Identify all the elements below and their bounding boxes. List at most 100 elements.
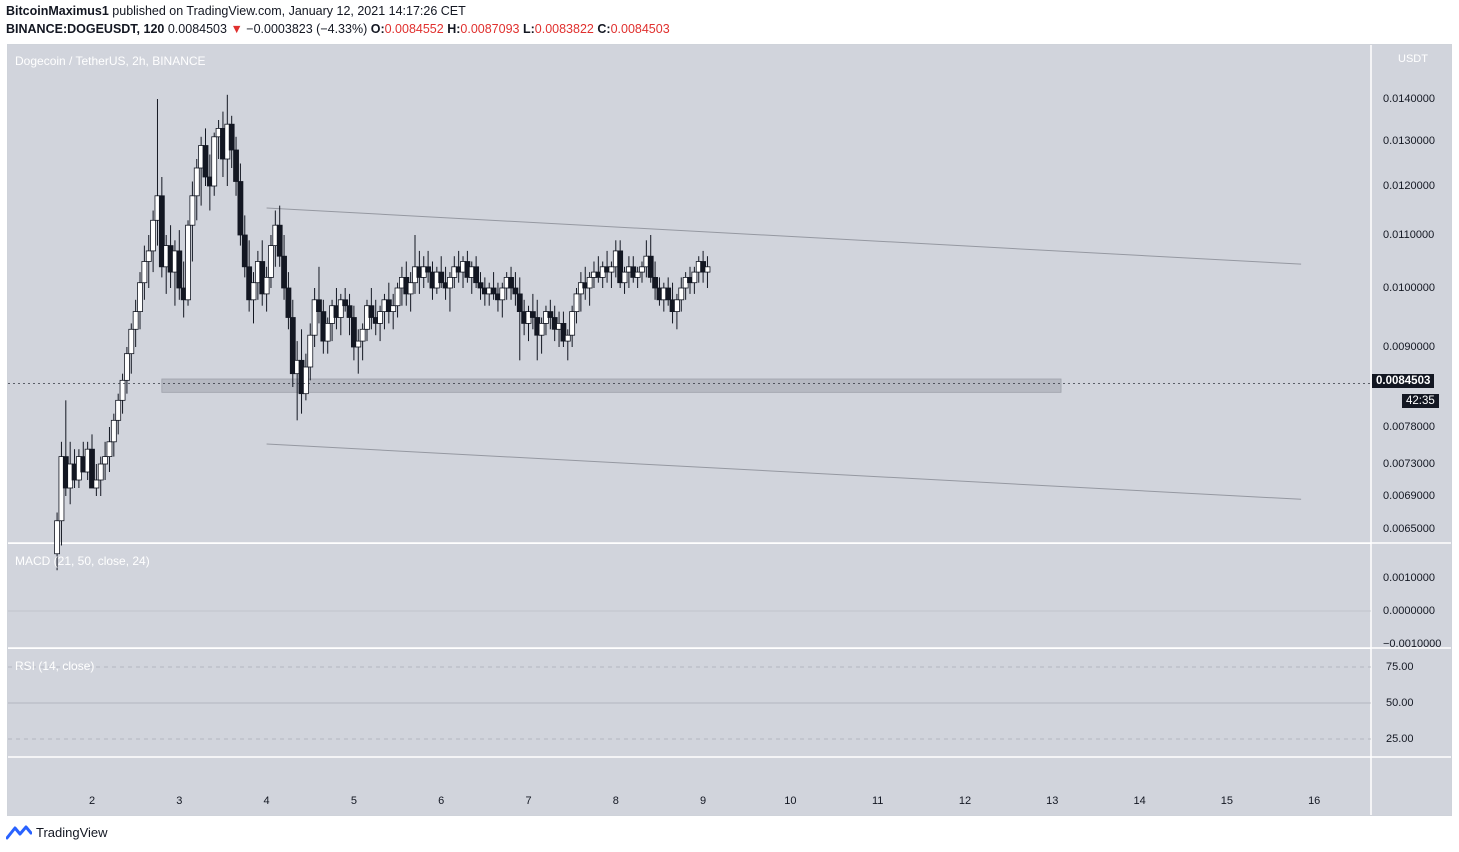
candle-body xyxy=(547,311,554,318)
time-tick-label: 13 xyxy=(1046,795,1058,807)
candle-body xyxy=(586,276,593,289)
candle-body xyxy=(652,276,658,289)
price-tick-label: 0.0078000 xyxy=(1383,421,1435,433)
countdown-tag: 42:35 xyxy=(1402,394,1439,408)
candle-body xyxy=(97,463,104,481)
price-tick-label: 0.0073000 xyxy=(1383,458,1435,470)
candle-body xyxy=(58,456,65,522)
candle-body xyxy=(647,255,654,278)
price-tick-label: 0.0065000 xyxy=(1383,523,1435,535)
price-tick-label: 0.0069000 xyxy=(1383,490,1435,502)
chart-container[interactable]: 0.0140000 0.0130000 0.0120000 0.0110000 0.01… xyxy=(7,44,1452,816)
candle-body xyxy=(128,328,135,355)
candle-body xyxy=(289,317,296,375)
candle-body xyxy=(346,305,353,318)
candle-body xyxy=(285,287,292,318)
time-tick-label: 8 xyxy=(613,795,619,807)
candle-body xyxy=(512,287,519,295)
axis-unit: USDT xyxy=(1398,53,1428,65)
open-label: O: xyxy=(370,22,385,36)
candle-body xyxy=(137,282,143,312)
candle-body xyxy=(516,293,523,312)
close-value: 0.0084503 xyxy=(610,22,670,36)
rsi-tick-label: 50.00 xyxy=(1386,697,1414,709)
candle-body xyxy=(368,305,375,318)
candle-body xyxy=(145,250,152,262)
macd-tick-label: 0.0010000 xyxy=(1383,572,1435,584)
main-pane-bg xyxy=(8,45,1371,543)
candle-body xyxy=(634,271,641,278)
candle-body xyxy=(150,219,157,252)
candle-body xyxy=(106,441,113,457)
candle-body xyxy=(115,399,122,421)
candle-body xyxy=(573,293,580,312)
time-tick-label: 2 xyxy=(89,795,95,807)
candle-body xyxy=(377,311,383,324)
tradingview-footer[interactable]: TradingView xyxy=(6,824,108,840)
candle-body xyxy=(228,123,235,151)
time-tick-label: 15 xyxy=(1221,795,1233,807)
time-tick-label: 11 xyxy=(872,795,883,807)
channel-lower-line xyxy=(266,443,1302,500)
time-axis-bg xyxy=(8,757,1371,815)
candle-body xyxy=(141,261,148,284)
candle-body xyxy=(425,266,432,273)
candle-body xyxy=(276,224,283,257)
main-pane-title: Dogecoin / TetherUS, 2h, BINANCE xyxy=(15,54,206,68)
symbol-label: BINANCE:DOGEUSDT, 120 xyxy=(6,22,165,36)
candle-body xyxy=(639,266,645,273)
candle-body xyxy=(560,322,567,342)
low-value: 0.0083822 xyxy=(534,22,594,36)
published-text: published on TradingView.com, January 12… xyxy=(112,4,466,18)
candle-body xyxy=(241,234,248,268)
candle-body xyxy=(499,287,506,301)
open-value: 0.0084552 xyxy=(384,22,444,36)
candle-body xyxy=(337,299,344,318)
high-label: H: xyxy=(447,22,461,36)
candle-body xyxy=(473,266,480,284)
time-tick-label: 9 xyxy=(700,795,706,807)
candle-body xyxy=(110,419,117,443)
candle-body xyxy=(250,282,257,301)
candle-body xyxy=(119,379,126,401)
publisher-name[interactable]: BitcoinMaximus1 xyxy=(6,4,109,18)
candle-body xyxy=(674,299,680,313)
rsi-tick-label: 75.00 xyxy=(1386,661,1414,673)
candle-body xyxy=(342,299,349,307)
candle-body xyxy=(281,255,287,289)
time-tick-label: 7 xyxy=(525,795,531,807)
time-tick-label: 12 xyxy=(959,795,971,807)
time-tick-label: 10 xyxy=(784,795,796,807)
change-value: −0.0003823 (−4.33%) xyxy=(246,22,368,36)
publish-info: BitcoinMaximus1 published on TradingView… xyxy=(6,4,466,18)
candle-body xyxy=(316,299,322,313)
candle-body xyxy=(268,245,274,278)
candle-body xyxy=(608,266,615,273)
tradingview-logo-icon xyxy=(6,825,32,840)
rsi-tick-label: 25.00 xyxy=(1386,733,1414,745)
candle-body xyxy=(311,299,318,336)
candle-body xyxy=(359,328,366,342)
price-tick-label: 0.0120000 xyxy=(1383,180,1435,192)
channel-upper-line xyxy=(266,207,1302,265)
candle-body xyxy=(529,311,536,318)
candle-body xyxy=(158,195,165,268)
symbol-info: BINANCE:DOGEUSDT, 120 0.0084503 ▼ −0.000… xyxy=(6,22,670,36)
candle-body xyxy=(407,282,414,295)
candle-body xyxy=(438,271,445,284)
time-tick-label: 14 xyxy=(1133,795,1145,807)
candle-body xyxy=(508,276,514,289)
macd-pane-title: MACD (21, 50, close, 24) xyxy=(15,554,150,568)
price-tick-label: 0.0100000 xyxy=(1383,282,1435,294)
candle-body xyxy=(538,322,545,336)
close-label: C: xyxy=(597,22,611,36)
rsi-pane-title: RSI (14, close) xyxy=(15,659,95,673)
time-tick-label: 3 xyxy=(176,795,182,807)
candle-body xyxy=(390,305,397,313)
chart-canvas[interactable]: 0.0140000 0.0130000 0.0120000 0.0110000 0.01… xyxy=(8,45,1451,815)
candle-body xyxy=(193,167,200,197)
candle-body xyxy=(189,195,196,226)
candle-body xyxy=(704,266,711,273)
macd-tick-label: −0.0010000 xyxy=(1383,638,1441,650)
candle-body xyxy=(185,224,191,301)
